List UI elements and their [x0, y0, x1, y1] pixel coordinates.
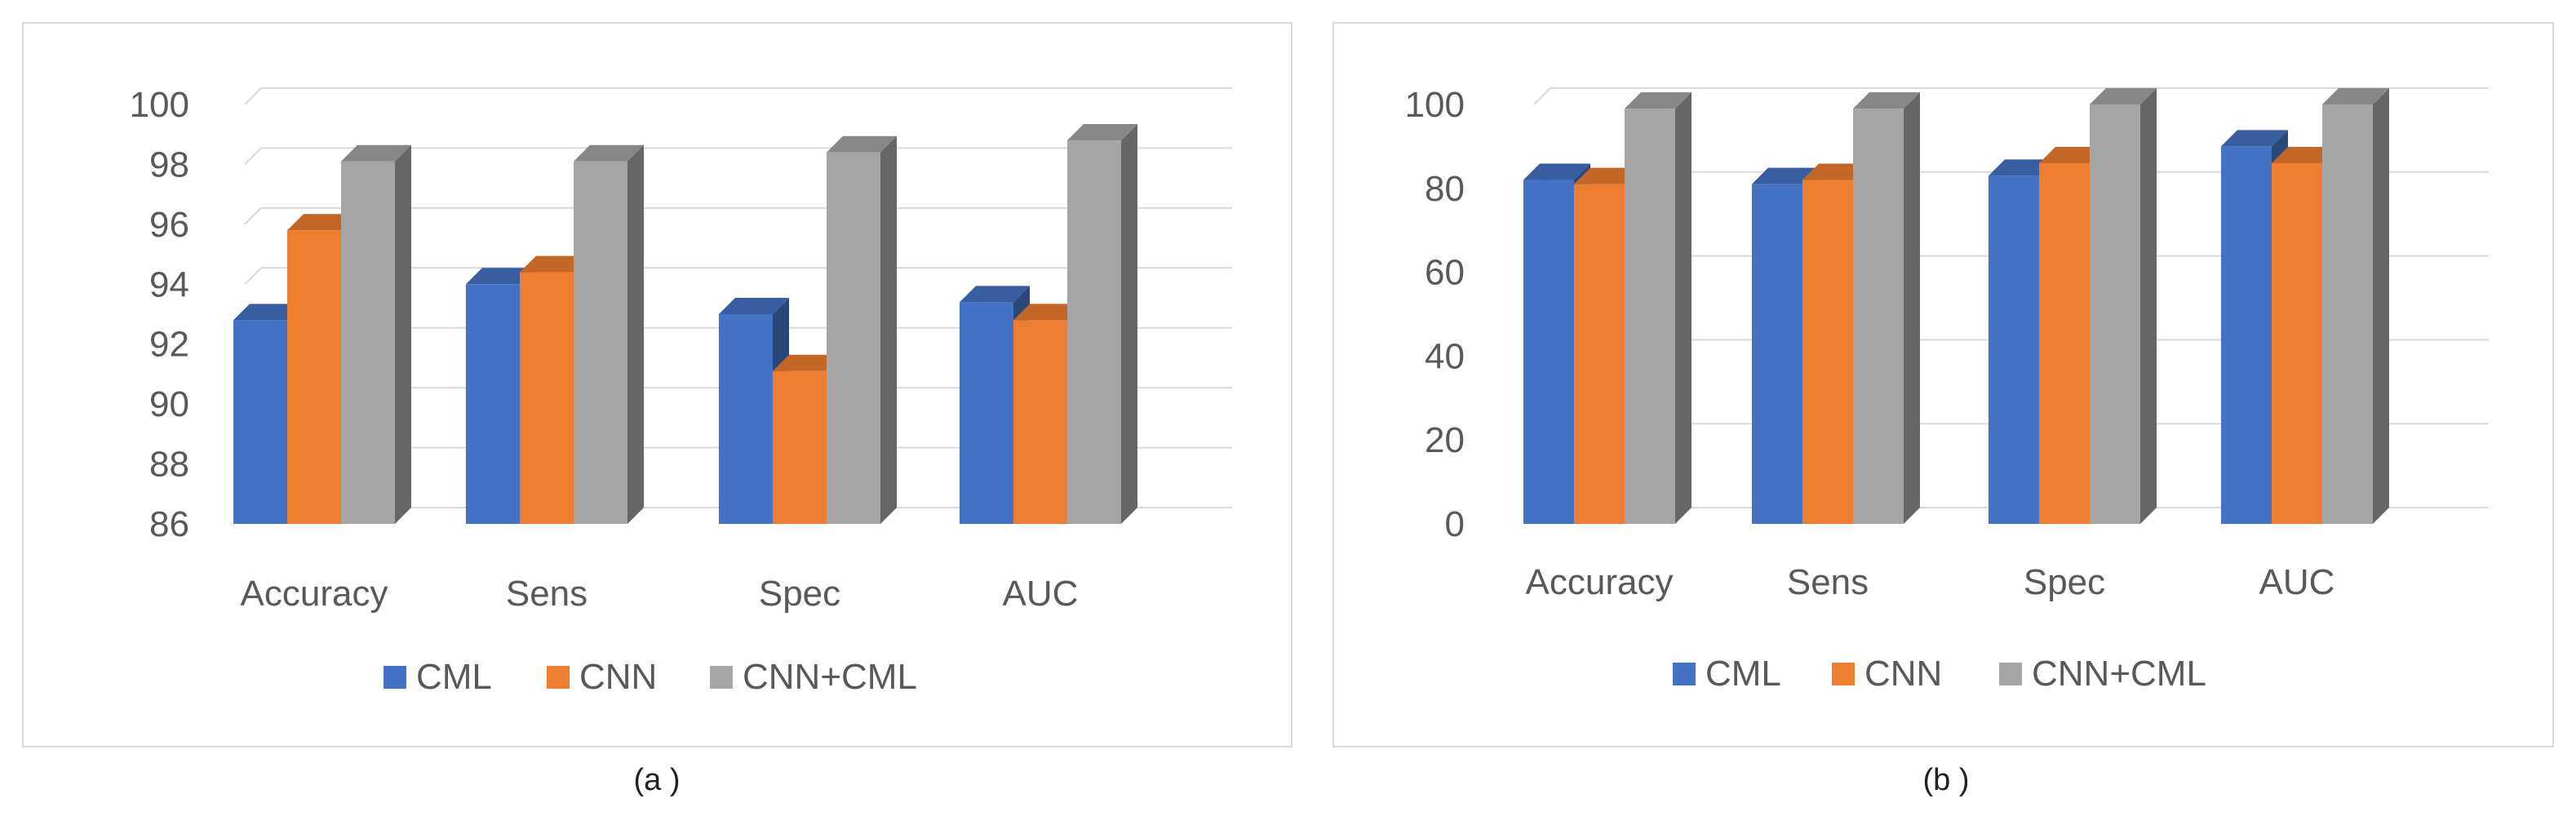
bar-cml-sens — [1752, 184, 1802, 524]
y-tick-label: 96 — [149, 205, 189, 245]
bar-side — [1904, 92, 1920, 524]
bar-side — [1675, 92, 1691, 524]
bar-cnn-cml-accuracy — [1625, 109, 1675, 524]
bar-cml-spec — [1989, 175, 2039, 524]
bar-cnn-sens — [520, 272, 574, 524]
bar-top — [960, 286, 1030, 303]
legend-label: CNN — [579, 657, 657, 697]
gridline-side — [244, 87, 262, 105]
legend-label: CNN — [1864, 654, 1942, 694]
y-tick-label: 86 — [149, 504, 189, 544]
bar-side — [395, 144, 411, 524]
bar-cnn-cml-auc — [2322, 104, 2373, 524]
x-category-label: Spec — [2024, 562, 2105, 602]
bar-top — [2090, 88, 2157, 104]
y-tick-label: 100 — [130, 85, 189, 125]
bar-side — [2140, 88, 2157, 524]
bar-top — [1013, 304, 1084, 321]
y-tick-label: 88 — [149, 445, 189, 485]
bar-top — [719, 298, 789, 314]
bar-cnn-cml-sens — [1853, 109, 1904, 524]
y-tick-label: 0 — [1445, 504, 1465, 544]
x-category-label: Accuracy — [1526, 562, 1674, 602]
bar-top — [1067, 124, 1137, 141]
legend-swatch-cml — [1673, 663, 1696, 685]
gridline-side — [244, 267, 262, 285]
legend-label: CML — [1705, 654, 1781, 694]
y-tick-label: 80 — [1425, 169, 1465, 209]
bar-top — [341, 144, 411, 162]
bar-top — [2039, 146, 2106, 163]
bar-top — [520, 255, 590, 273]
legend-swatch-cnn-cml — [710, 666, 733, 689]
gridline-side — [1533, 87, 1551, 105]
bar-top — [827, 135, 897, 153]
bar-top — [2322, 88, 2389, 104]
y-tick-label: 90 — [149, 384, 189, 424]
bar-cnn-accuracy — [287, 230, 341, 524]
legend-label: CNN+CML — [2032, 654, 2206, 694]
y-tick-label: 94 — [149, 264, 189, 304]
bar-top — [466, 268, 536, 285]
bar-cnn-cml-sens — [574, 161, 627, 524]
y-tick-label: 100 — [1405, 85, 1465, 125]
bar-side — [627, 144, 644, 524]
bar-top — [1989, 159, 2055, 176]
bar-cnn-cml-spec — [2090, 104, 2140, 524]
bar-top — [773, 354, 843, 371]
bar-cnn-auc — [2272, 162, 2322, 524]
bar-cnn-cml-accuracy — [341, 161, 395, 524]
bar-side — [1121, 124, 1137, 525]
bar-cml-accuracy — [233, 320, 287, 524]
bar-cml-sens — [466, 284, 520, 524]
bar-top — [1625, 92, 1691, 109]
legend-swatch-cnn — [1832, 663, 1855, 685]
bar-top — [1523, 163, 1590, 180]
y-tick-label: 98 — [149, 144, 189, 184]
legend-swatch-cnn-cml — [1999, 663, 2022, 685]
bar-cnn-auc — [1013, 320, 1067, 524]
bar-top — [1853, 92, 1920, 109]
bar-top — [287, 214, 357, 231]
legend-swatch-cnn — [547, 666, 570, 689]
caption-b: (b ) — [1922, 763, 1970, 797]
bar-cnn-spec — [2039, 162, 2090, 524]
x-category-label: Accuracy — [241, 574, 388, 614]
gridline-side — [244, 147, 262, 166]
x-category-label: AUC — [2259, 562, 2335, 602]
bar-side — [880, 135, 897, 524]
legend-swatch-cml — [384, 666, 406, 689]
legend-label: CML — [416, 657, 492, 697]
x-category-label: AUC — [1003, 574, 1079, 614]
y-tick-label: 40 — [1425, 336, 1465, 376]
bar-top — [2272, 146, 2339, 163]
legend-label: CNN+CML — [743, 657, 917, 697]
bar-top — [1574, 167, 1641, 184]
bar-cnn-cml-spec — [827, 152, 880, 524]
y-tick-label: 20 — [1425, 420, 1465, 460]
caption-a: (a ) — [633, 763, 681, 797]
bar-cnn-accuracy — [1574, 184, 1625, 524]
bar-top — [574, 144, 644, 162]
bar-cnn-spec — [773, 370, 827, 524]
bar-cml-spec — [719, 314, 773, 524]
gridline-side — [244, 207, 262, 225]
x-category-label: Sens — [506, 574, 587, 614]
bar-cnn-sens — [1802, 180, 1853, 524]
bar-top — [233, 304, 304, 321]
bar-top — [1752, 167, 1819, 184]
x-category-label: Sens — [1787, 562, 1869, 602]
x-category-label: Spec — [759, 574, 840, 614]
bar-top — [1802, 163, 1869, 180]
bar-side — [2373, 88, 2389, 524]
y-tick-label: 60 — [1425, 253, 1465, 293]
bar-top — [2221, 130, 2288, 147]
bar-cnn-cml-auc — [1067, 140, 1121, 525]
y-tick-label: 92 — [149, 325, 189, 365]
bar-cml-auc — [2221, 146, 2272, 524]
bar-cml-accuracy — [1523, 180, 1574, 524]
bar-cml-auc — [960, 302, 1013, 524]
